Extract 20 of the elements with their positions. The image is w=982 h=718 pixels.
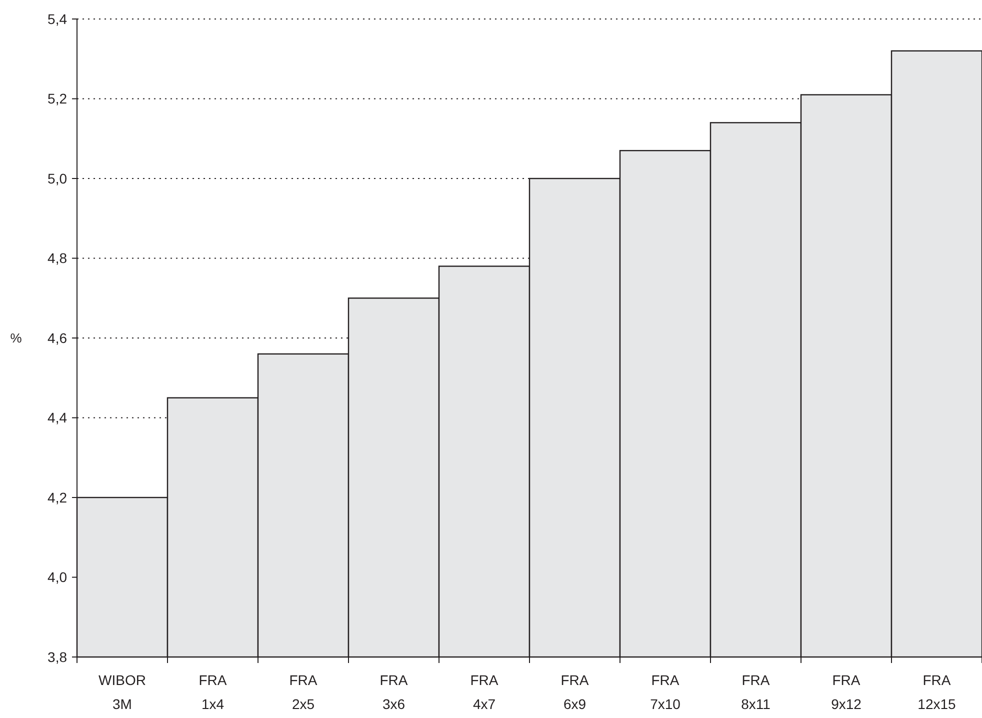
y-tick-label: 5,4 [48,10,68,27]
y-tick-label: 4,2 [48,489,68,506]
x-tick-label: FRA 2x5 [289,672,318,712]
y-tick-label: 5,2 [48,90,68,107]
y-tick-label: 4,8 [48,250,68,266]
x-tick-label: FRA 4x7 [470,672,499,712]
y-tick-label: 4,6 [48,330,68,346]
y-tick-label: 5,0 [48,170,68,186]
x-tick-label: FRA 12x15 [918,672,956,712]
x-tick-label: WIBOR 3M [98,672,146,712]
x-tick-label: FRA 3x6 [380,672,408,712]
x-tick-label: FRA 1x4 [198,672,228,712]
x-tick-label: FRA 7x10 [650,672,681,712]
x-tick-label: FRA 6x9 [560,672,590,712]
y-tick-label: 4,4 [48,410,68,426]
x-tick-label: FRA 9x12 [831,672,862,712]
y-tick-label: 3,8 [48,648,68,665]
y-tick-label: 4,0 [48,569,68,586]
x-tick-label: FRA 8x11 [741,672,771,712]
y-axis-title: % [10,330,22,346]
